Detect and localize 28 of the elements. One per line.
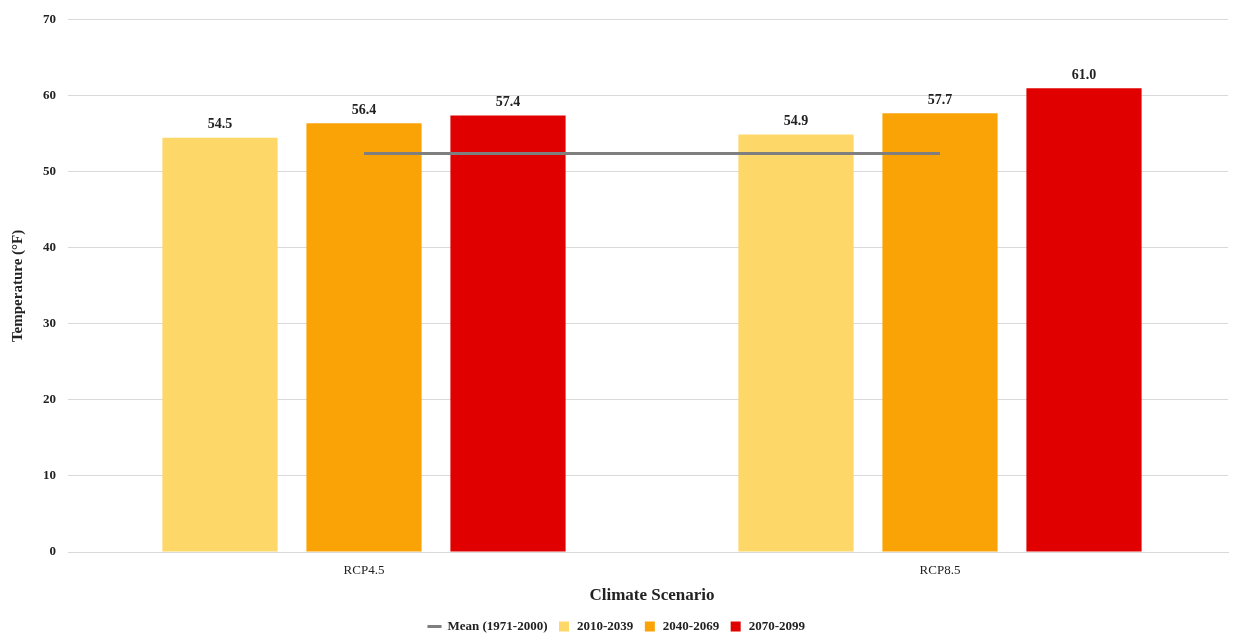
- y-tick-label: 50: [43, 163, 56, 179]
- y-tick-label: 70: [43, 11, 56, 27]
- y-tick-label: 20: [43, 391, 56, 407]
- y-tick-label: 40: [43, 239, 56, 255]
- bar: [1026, 88, 1142, 552]
- y-tick-label: 30: [43, 315, 56, 331]
- y-axis-title: Temperature (°F): [8, 229, 26, 343]
- legend-label: 2040-2069: [662, 617, 720, 633]
- data-label: 57.4: [495, 94, 521, 110]
- bar: [162, 137, 278, 552]
- legend-label: 2010-2039: [577, 617, 634, 633]
- legend-label: 2070-2099: [748, 617, 806, 633]
- data-label: 61.0: [1071, 66, 1097, 82]
- y-tick-label: 0: [49, 543, 56, 559]
- x-tick-label: RCP8.5: [919, 562, 961, 578]
- bar: [738, 134, 854, 552]
- x-tick-label: RCP4.5: [343, 562, 385, 578]
- bar: [450, 115, 566, 552]
- data-label: 57.7: [927, 91, 953, 107]
- y-tick-label: 10: [43, 467, 56, 483]
- x-axis-title: Climate Scenario: [589, 585, 715, 605]
- bar: [306, 123, 422, 552]
- data-label: 54.5: [207, 116, 233, 132]
- data-label: 56.4: [351, 101, 377, 117]
- data-label: 54.9: [783, 113, 809, 129]
- y-tick-label: 60: [43, 87, 56, 103]
- bar: [882, 113, 998, 552]
- legend-label: Mean (1971-2000): [447, 617, 548, 633]
